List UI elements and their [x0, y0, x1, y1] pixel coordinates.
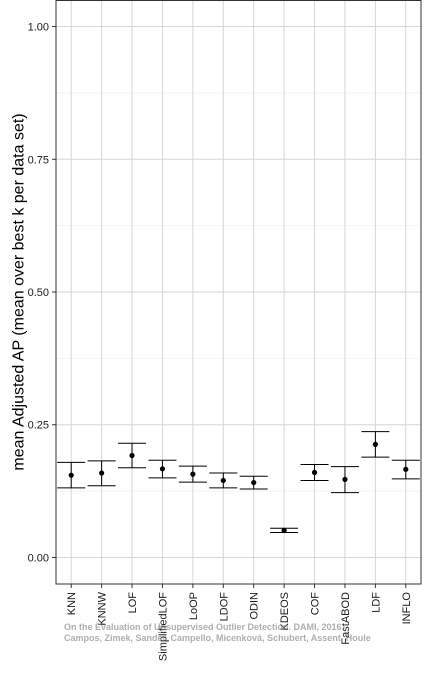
y-tick-label: 0.75	[28, 154, 49, 166]
x-tick-label: KNNW	[97, 591, 109, 625]
x-axis: KNN KNNW LOF SimplifiedLOF LoOP LDOF ODIN KDEOS…	[66, 584, 413, 661]
errorbar-LOF	[118, 442, 147, 469]
grid-lines	[56, 0, 421, 584]
errorbar-KNN	[57, 461, 86, 489]
errorbar-COF	[300, 464, 329, 481]
x-tick-label: FastABOD	[340, 592, 352, 645]
error-bars	[57, 431, 420, 534]
x-tick-label: KDEOS	[279, 592, 291, 631]
mean-point	[190, 471, 196, 477]
errorbar-SimplifiedLOF	[148, 459, 177, 479]
mean-point	[251, 479, 257, 486]
x-tick-label: LDF	[370, 592, 382, 613]
x-tick-label: LoOP	[188, 592, 200, 620]
mean-point	[220, 477, 226, 484]
mean-point	[403, 466, 409, 472]
errorbar-LoOP	[178, 465, 207, 483]
mean-point	[372, 441, 378, 447]
y-axis-title: mean Adjusted AP (mean over best k per d…	[11, 113, 28, 470]
x-tick-label: INFLO	[401, 592, 413, 625]
errorbar-ODIN	[239, 475, 268, 490]
x-tick-label: ODIN	[249, 592, 261, 620]
x-tick-label: LDOF	[218, 592, 230, 622]
y-tick-label: 0.25	[28, 420, 49, 432]
errorbar-FastABOD	[330, 466, 359, 494]
x-tick-label: SimplifiedLOF	[157, 592, 169, 661]
errorbar-KNNW	[87, 460, 116, 487]
x-tick-label: KNN	[66, 592, 78, 615]
mean-point	[342, 476, 348, 483]
x-tick-label: COF	[310, 592, 322, 616]
mean-point	[99, 470, 105, 476]
mean-point	[281, 527, 287, 533]
y-tick-label: 0.50	[28, 287, 49, 299]
mean-point	[68, 472, 74, 478]
mean-point	[311, 469, 318, 476]
y-tick-label: 1.00	[28, 22, 49, 34]
x-tick-label: LOF	[127, 592, 139, 614]
y-tick-label: 0.00	[28, 552, 49, 564]
y-axis: 0.00 0.25 0.50 0.75 1.00	[28, 22, 56, 564]
errorbar-LDOF	[209, 472, 238, 489]
errorbar-LDF	[361, 431, 390, 458]
errorbar-KDEOS	[270, 527, 299, 534]
errorbar-INFLO	[391, 459, 420, 480]
mean-point	[159, 466, 166, 472]
mean-point	[129, 452, 135, 459]
